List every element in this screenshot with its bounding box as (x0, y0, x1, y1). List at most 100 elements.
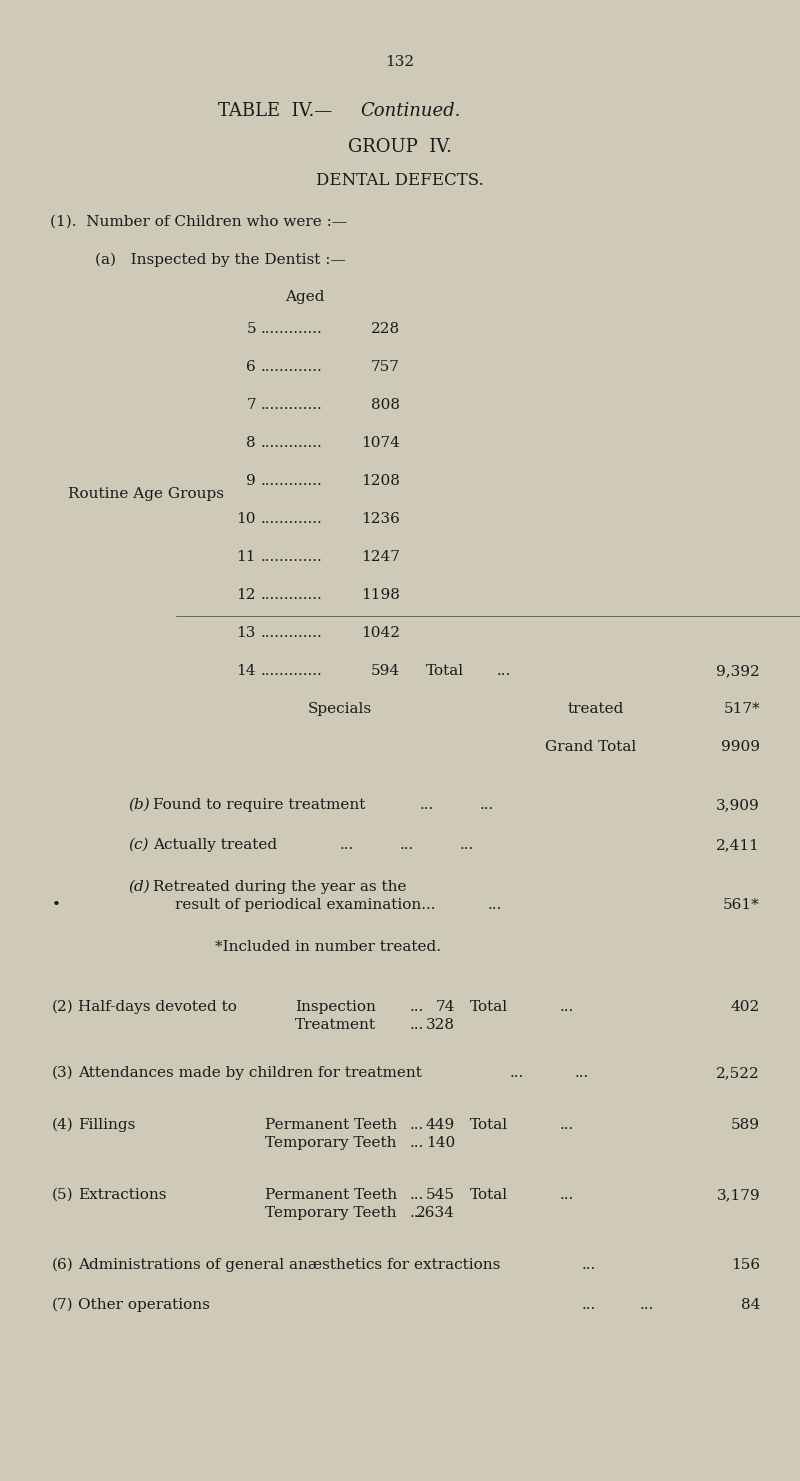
Text: 589: 589 (731, 1118, 760, 1131)
Text: .............: ............. (261, 663, 322, 678)
Text: ...: ... (560, 1188, 574, 1203)
Text: 2,522: 2,522 (716, 1066, 760, 1080)
Text: DENTAL DEFECTS.: DENTAL DEFECTS. (316, 172, 484, 190)
Text: (1).  Number of Children who were :—: (1). Number of Children who were :— (50, 215, 347, 230)
Text: Total: Total (470, 1000, 508, 1014)
Text: ...: ... (575, 1066, 590, 1080)
Text: 12: 12 (237, 588, 256, 601)
Text: ...: ... (510, 1066, 524, 1080)
Text: 74: 74 (436, 1000, 455, 1014)
Text: ...: ... (420, 798, 434, 812)
Text: 7: 7 (246, 398, 256, 412)
Text: .............: ............. (261, 398, 322, 412)
Text: 9,392: 9,392 (716, 663, 760, 678)
Text: Extractions: Extractions (78, 1188, 166, 1203)
Text: (6): (6) (52, 1257, 74, 1272)
Text: Attendances made by children for treatment: Attendances made by children for treatme… (78, 1066, 422, 1080)
Text: ...: ... (497, 663, 511, 678)
Text: Grand Total: Grand Total (545, 740, 636, 754)
Text: 757: 757 (371, 360, 400, 375)
Text: .............: ............. (261, 626, 322, 640)
Text: Continued.: Continued. (360, 102, 460, 120)
Text: ...: ... (410, 1188, 424, 1203)
Text: 3,179: 3,179 (716, 1188, 760, 1203)
Text: Found to require treatment: Found to require treatment (153, 798, 366, 812)
Text: (7): (7) (52, 1297, 74, 1312)
Text: Permanent Teeth: Permanent Teeth (265, 1188, 397, 1203)
Text: 545: 545 (426, 1188, 455, 1203)
Text: (b): (b) (128, 798, 150, 812)
Text: result of periodical examination...: result of periodical examination... (175, 897, 435, 912)
Text: Fillings: Fillings (78, 1118, 135, 1131)
Text: 5: 5 (246, 321, 256, 336)
Text: 11: 11 (237, 549, 256, 564)
Text: .............: ............. (261, 321, 322, 336)
Text: 140: 140 (426, 1136, 455, 1151)
Text: .............: ............. (261, 512, 322, 526)
Text: *Included in number treated.: *Included in number treated. (215, 940, 441, 954)
Text: .............: ............. (261, 474, 322, 489)
Text: 1198: 1198 (361, 588, 400, 601)
Text: ...: ... (480, 798, 494, 812)
Text: ...: ... (560, 1118, 574, 1131)
Text: ...: ... (582, 1257, 596, 1272)
Text: ...: ... (640, 1297, 654, 1312)
Text: 6: 6 (246, 360, 256, 375)
Text: 132: 132 (386, 55, 414, 70)
Text: Temporary Teeth: Temporary Teeth (265, 1206, 397, 1220)
Text: treated: treated (568, 702, 624, 715)
Text: 14: 14 (237, 663, 256, 678)
Text: ...: ... (410, 1000, 424, 1014)
Text: Total: Total (470, 1188, 508, 1203)
Text: .............: ............. (261, 435, 322, 450)
Text: ...: ... (340, 838, 354, 852)
Text: .............: ............. (261, 588, 322, 601)
Text: (3): (3) (52, 1066, 74, 1080)
Text: (a)   Inspected by the Dentist :—: (a) Inspected by the Dentist :— (95, 253, 346, 268)
Text: Routine Age Groups: Routine Age Groups (68, 487, 224, 501)
Text: 808: 808 (371, 398, 400, 412)
Text: (4): (4) (52, 1118, 74, 1131)
Text: 517*: 517* (723, 702, 760, 715)
Text: .............: ............. (261, 549, 322, 564)
Text: TABLE  IV.—: TABLE IV.— (218, 102, 332, 120)
Text: 1247: 1247 (361, 549, 400, 564)
Text: 9: 9 (246, 474, 256, 489)
Text: ...: ... (460, 838, 474, 852)
Text: 561*: 561* (723, 897, 760, 912)
Text: 2634: 2634 (416, 1206, 455, 1220)
Text: GROUP  IV.: GROUP IV. (348, 138, 452, 156)
Text: 328: 328 (426, 1017, 455, 1032)
Text: 228: 228 (371, 321, 400, 336)
Text: 10: 10 (237, 512, 256, 526)
Text: Other operations: Other operations (78, 1297, 210, 1312)
Text: 594: 594 (371, 663, 400, 678)
Text: (d): (d) (128, 880, 150, 895)
Text: Total: Total (426, 663, 464, 678)
Text: Retreated during the year as the: Retreated during the year as the (153, 880, 406, 895)
Text: 1208: 1208 (361, 474, 400, 489)
Text: 449: 449 (426, 1118, 455, 1131)
Text: ...: ... (582, 1297, 596, 1312)
Text: 8: 8 (246, 435, 256, 450)
Text: 156: 156 (731, 1257, 760, 1272)
Text: Inspection: Inspection (295, 1000, 376, 1014)
Text: ...: ... (410, 1206, 424, 1220)
Text: 402: 402 (730, 1000, 760, 1014)
Text: 1236: 1236 (361, 512, 400, 526)
Text: Permanent Teeth: Permanent Teeth (265, 1118, 397, 1131)
Text: 1074: 1074 (361, 435, 400, 450)
Text: Half-days devoted to: Half-days devoted to (78, 1000, 237, 1014)
Text: (2): (2) (52, 1000, 74, 1014)
Text: Temporary Teeth: Temporary Teeth (265, 1136, 397, 1151)
Text: ...: ... (400, 838, 414, 852)
Text: Aged: Aged (285, 290, 325, 304)
Text: 1042: 1042 (361, 626, 400, 640)
Text: 13: 13 (237, 626, 256, 640)
Text: ...: ... (410, 1136, 424, 1151)
Text: Treatment: Treatment (295, 1017, 376, 1032)
Text: Administrations of general anæsthetics for extractions: Administrations of general anæsthetics f… (78, 1257, 500, 1272)
Text: 84: 84 (741, 1297, 760, 1312)
Text: •: • (52, 897, 61, 912)
Text: Specials: Specials (308, 702, 372, 715)
